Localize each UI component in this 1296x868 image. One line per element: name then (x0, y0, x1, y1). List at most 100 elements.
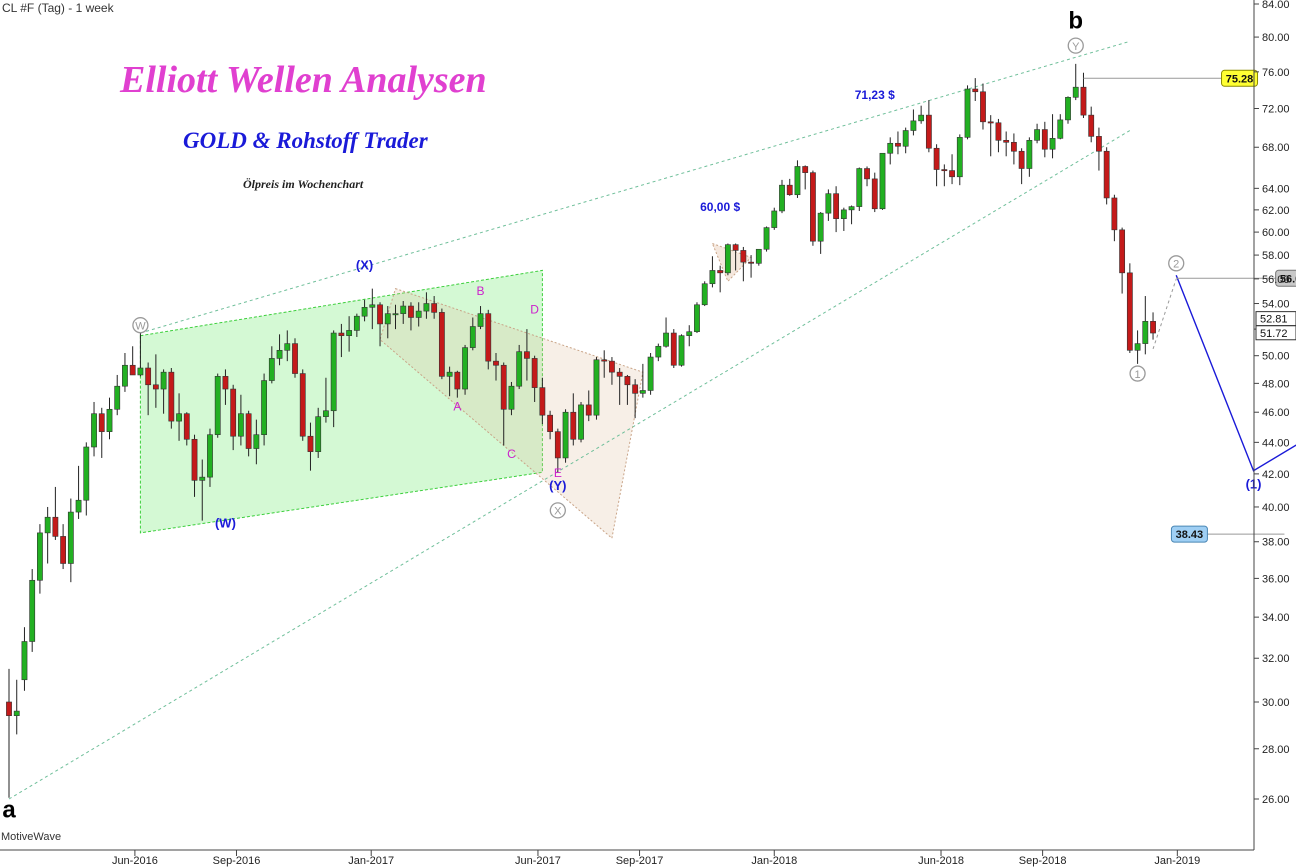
candle-body (477, 313, 484, 327)
x-tick-label: Jun-2016 (112, 855, 158, 867)
y-tick-label: 32.00 (1262, 653, 1290, 665)
candle-body (245, 413, 252, 449)
candle (1119, 227, 1126, 294)
y-tick-label: 84.00 (1262, 0, 1290, 11)
candle (37, 524, 43, 594)
candle-body (864, 168, 870, 180)
candle-body (578, 404, 584, 440)
candle-body (183, 413, 190, 440)
candle (230, 384, 237, 451)
candle-body (516, 351, 523, 387)
candle (1150, 312, 1156, 340)
wave-circle (549, 502, 566, 519)
candle-body (330, 332, 337, 412)
candle-body (137, 367, 144, 376)
y-tick-label: 50.00 (1262, 351, 1290, 363)
candle (570, 393, 577, 446)
candle (214, 373, 221, 438)
candle (1134, 330, 1141, 364)
symbol-header: CL #F (Tag) - 1 week (2, 1, 114, 15)
y-tick-label: 60.00 (1262, 227, 1290, 239)
candle-body (446, 371, 453, 377)
candle (1034, 123, 1040, 144)
trend-line (1152, 278, 1177, 350)
candle (802, 165, 809, 190)
candle (83, 442, 90, 516)
candle (52, 486, 59, 540)
candle (207, 428, 213, 487)
candle (578, 401, 584, 443)
candle-body (253, 434, 260, 449)
candle (724, 243, 731, 276)
candle (408, 302, 414, 331)
candle (516, 344, 523, 390)
candle (639, 363, 646, 398)
candle-body (323, 410, 329, 417)
candle (895, 131, 901, 155)
candle-body (168, 371, 175, 422)
candle-body (199, 476, 206, 481)
wave-label: X (554, 506, 562, 518)
y-tick-label: 36.00 (1262, 573, 1290, 585)
candle (624, 374, 631, 405)
price-level-badge (1170, 525, 1208, 543)
candle-body (879, 152, 886, 210)
candle-body (493, 360, 499, 366)
candle (825, 189, 832, 221)
candle-body (732, 244, 739, 251)
candle-body (786, 184, 793, 196)
candle-body (91, 413, 97, 448)
candle-body (106, 408, 113, 432)
x-tick-label: Sep-2017 (616, 855, 664, 867)
brand-footer: MotiveWave (1, 831, 62, 843)
x-tick-label: Jun-2018 (918, 855, 964, 867)
candle (833, 186, 840, 233)
candle-body (268, 358, 275, 381)
y-tick-label: 64.00 (1262, 183, 1290, 195)
candle (292, 338, 298, 378)
candle (1072, 63, 1079, 101)
candle-body (848, 206, 855, 211)
candle-body (1119, 229, 1126, 274)
candle (299, 369, 306, 441)
candle-body (67, 511, 74, 564)
wave-label: 60,00 $ (700, 200, 740, 214)
candle-body (539, 387, 546, 416)
y-tick-label: 68.00 (1262, 142, 1290, 154)
candle (987, 115, 994, 157)
candle-body (1134, 343, 1141, 351)
candle-body (724, 244, 731, 274)
candle (191, 434, 198, 497)
candle (114, 374, 121, 416)
candle (145, 362, 152, 416)
candle (13, 679, 20, 735)
candle (75, 465, 82, 519)
candle-body (956, 137, 963, 178)
candle (655, 343, 662, 362)
candle (284, 330, 291, 362)
candle (539, 377, 546, 425)
candle-body (1034, 129, 1040, 141)
candle-body (562, 411, 569, 459)
candle-body (709, 270, 716, 285)
candle-body (98, 413, 105, 432)
candle-body (1003, 140, 1010, 143)
candle-body (176, 413, 182, 422)
y-tick-label: 34.00 (1262, 612, 1290, 624)
candle (1111, 194, 1118, 242)
candle (902, 127, 909, 154)
candle-body (508, 385, 515, 410)
candle-body (13, 710, 20, 716)
candle-body (964, 88, 971, 138)
y-tick-label: 40.00 (1262, 502, 1290, 514)
wave-label: D (530, 303, 539, 317)
candle-body (949, 170, 955, 178)
candle-body (1126, 272, 1133, 351)
wave-label: Y (1072, 41, 1080, 53)
candle (1103, 147, 1110, 205)
trend-line (8, 130, 1131, 800)
candle-body (647, 356, 654, 391)
x-tick-label: Jan-2018 (751, 855, 797, 867)
candle (91, 401, 97, 457)
